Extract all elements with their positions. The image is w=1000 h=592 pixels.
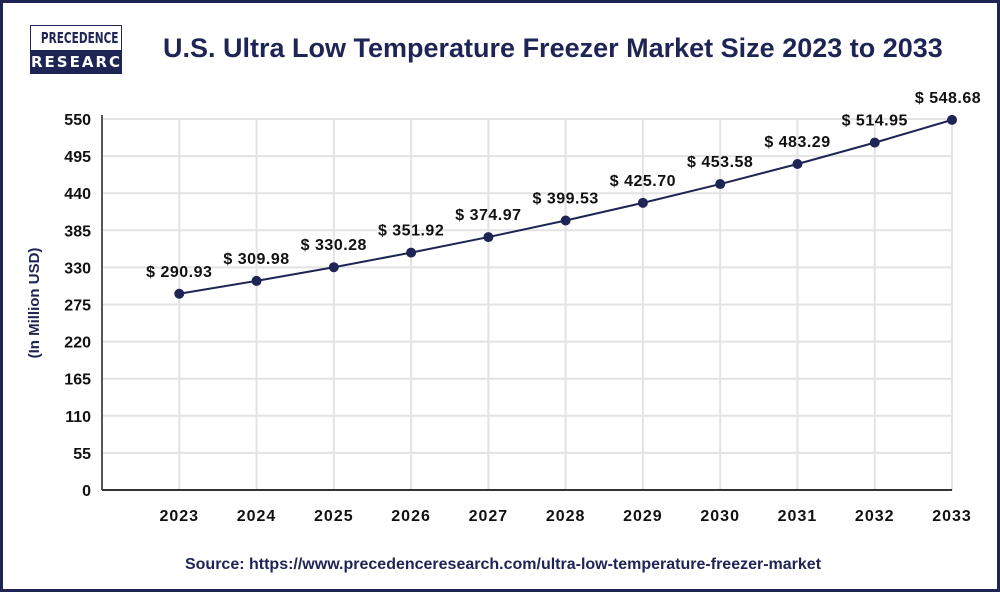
y-tick-label: 0 (82, 483, 91, 500)
data-point (869, 137, 880, 148)
y-tick-label: 550 (64, 112, 91, 129)
data-point (174, 288, 185, 299)
line-chart: 0 55 110 165 220 275 330 385 440 495 550 2023 2024 20… (26, 90, 981, 525)
x-tick-label: 2023 (159, 508, 199, 525)
x-tick-label: 2026 (391, 508, 431, 525)
data-label: $ 483.29 (764, 134, 830, 151)
x-tick-label: 2025 (314, 508, 354, 525)
data-point (406, 247, 417, 258)
x-tick-label: 2029 (623, 508, 663, 525)
data-label: $ 290.93 (146, 264, 212, 281)
x-tick-label: 2027 (469, 508, 509, 525)
logo-line1: PRECEDENCE (40, 26, 118, 50)
source-text: Source: https://www.precedenceresearch.c… (184, 556, 822, 573)
y-axis-label: (In Million USD) (26, 248, 43, 359)
data-label: $ 374.97 (455, 207, 521, 224)
data-point (328, 262, 339, 273)
data-point (715, 179, 726, 190)
y-tick-label: 110 (65, 409, 91, 426)
chart-title: U.S. Ultra Low Temperature Freezer Marke… (163, 33, 943, 63)
data-label: $ 399.53 (532, 190, 598, 207)
y-tick-label: 440 (64, 186, 91, 203)
x-tick-label: 2030 (700, 508, 740, 525)
x-tick-label: 2024 (237, 508, 277, 525)
y-tick-label: 385 (64, 223, 91, 240)
data-label: $ 453.58 (687, 154, 753, 171)
data-label: $ 514.95 (842, 113, 908, 130)
y-tick-label: 55 (73, 446, 91, 463)
data-label: $ 309.98 (223, 251, 289, 268)
y-tick-label: 220 (64, 335, 91, 352)
data-point (792, 158, 803, 169)
x-tick-label: 2032 (855, 508, 895, 525)
y-tick-label: 275 (64, 298, 91, 315)
y-tick-label: 495 (64, 149, 91, 166)
y-tick-label: 165 (64, 372, 91, 389)
precedence-research-logo: PRECEDENCE RESEARCH (30, 25, 135, 74)
x-tick-label: 2031 (778, 508, 818, 525)
x-tick-label: 2028 (546, 508, 586, 525)
y-tick-label: 330 (64, 260, 91, 277)
data-label: $ 330.28 (301, 237, 367, 254)
data-point (637, 197, 648, 208)
logo-line2: RESEARCH (31, 50, 135, 74)
x-tick-label: 2033 (932, 508, 972, 525)
data-point (251, 275, 262, 286)
data-point (483, 232, 494, 243)
data-label: $ 548.68 (915, 90, 981, 107)
data-point (947, 114, 957, 125)
data-label: $ 351.92 (378, 223, 444, 240)
data-label: $ 425.70 (610, 173, 676, 190)
data-point (560, 215, 571, 226)
